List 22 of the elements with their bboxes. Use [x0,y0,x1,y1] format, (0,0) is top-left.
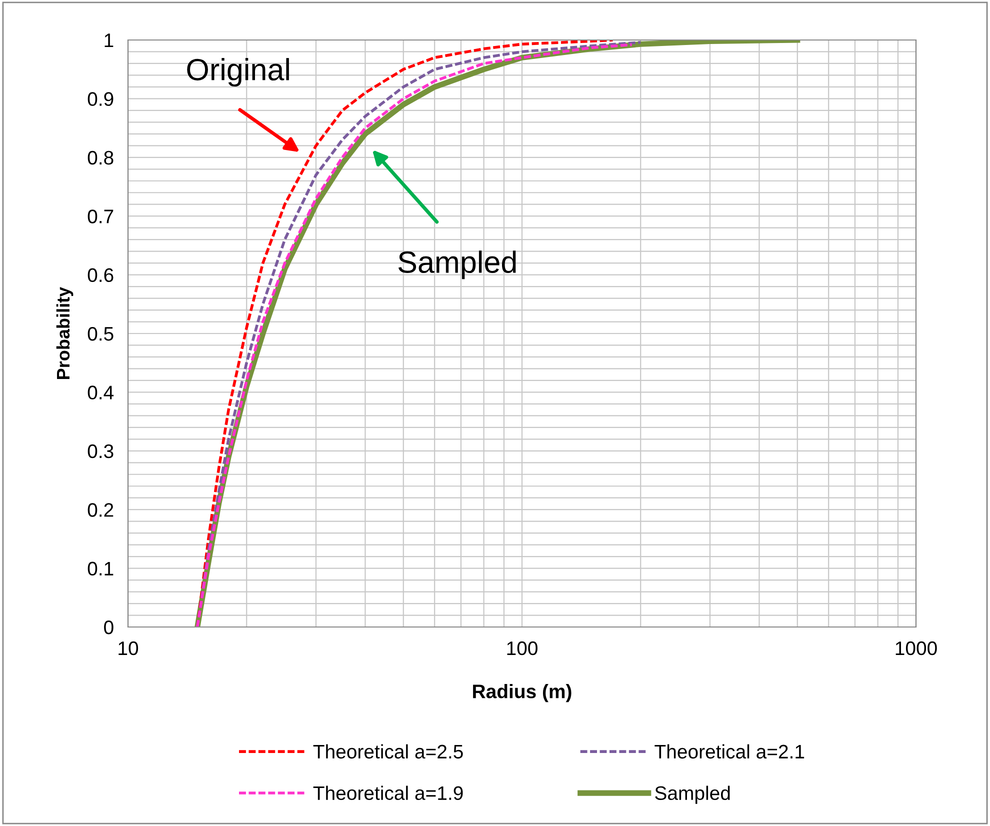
y-tick-label: 1 [104,34,114,48]
legend-label: Theoretical a=1.9 [313,786,463,800]
y-tick-label: 0.8 [88,150,114,165]
y-tick-label: 0.6 [88,268,114,282]
legend-label: Theoretical a=2.5 [313,744,463,759]
x-tick-label: 1000 [896,641,937,656]
y-tick-label: 0.7 [88,210,114,224]
annotation: Original [187,58,289,87]
x-axis-title: Radius (m) [473,684,572,702]
y-axis-title: Probability [56,286,74,379]
x-tick-label: 100 [507,641,538,656]
y-tick-label: 0 [104,620,114,634]
y-tick-label: 0.3 [88,444,114,458]
legend-label: Sampled [655,786,730,804]
y-tick-label: 0.1 [88,562,114,576]
legend-label: Theoretical a=2.1 [654,744,804,759]
y-tick-label: 0.5 [88,326,114,341]
x-tick-label: 10 [118,641,138,656]
annotation: Sampled [398,250,516,280]
y-tick-label: 0.9 [88,92,114,106]
y-tick-label: 0.2 [88,503,114,517]
y-tick-label: 0.4 [88,386,114,400]
